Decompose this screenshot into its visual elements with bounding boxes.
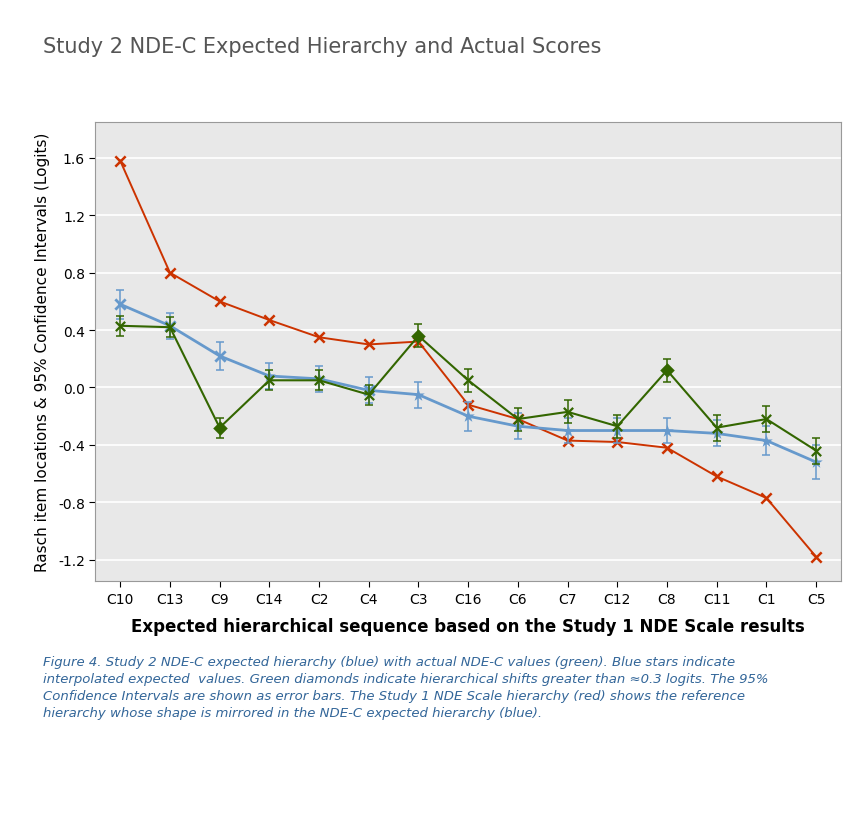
Text: Study 2 NDE-C Expected Hierarchy and Actual Scores: Study 2 NDE-C Expected Hierarchy and Act… — [43, 37, 602, 57]
Point — [809, 550, 823, 563]
Point — [759, 434, 773, 447]
Point — [759, 413, 773, 426]
Point — [710, 470, 724, 483]
Point — [610, 436, 624, 449]
Point — [312, 374, 326, 387]
Point — [511, 413, 525, 426]
Point — [362, 384, 375, 397]
Point — [610, 420, 624, 433]
Point — [412, 336, 426, 349]
Point — [610, 424, 624, 437]
Point — [263, 370, 277, 383]
Point — [561, 405, 575, 419]
Y-axis label: Rasch item locations & 95% Confidence Intervals (Logits): Rasch item locations & 95% Confidence In… — [35, 133, 49, 572]
Point — [263, 374, 277, 387]
Point — [511, 420, 525, 433]
Point — [163, 321, 177, 334]
Point — [759, 491, 773, 505]
Text: Figure 4. Study 2 NDE-C expected hierarchy (blue) with actual NDE-C values (gree: Figure 4. Study 2 NDE-C expected hierarc… — [43, 655, 769, 719]
Point — [660, 441, 674, 455]
Point — [362, 338, 375, 351]
Point — [114, 155, 127, 168]
Point — [660, 364, 674, 378]
Point — [412, 388, 426, 401]
Point — [660, 424, 674, 437]
Point — [412, 330, 426, 343]
Point — [312, 373, 326, 386]
Point — [212, 350, 226, 363]
Point — [561, 424, 575, 437]
Point — [114, 319, 127, 333]
Point — [163, 267, 177, 280]
Point — [362, 388, 375, 401]
X-axis label: Expected hierarchical sequence based on the Study 1 NDE Scale results: Expected hierarchical sequence based on … — [131, 617, 805, 635]
Point — [461, 399, 475, 412]
Point — [710, 428, 724, 441]
Point — [461, 410, 475, 423]
Point — [212, 296, 226, 309]
Point — [809, 445, 823, 458]
Point — [461, 374, 475, 387]
Point — [561, 434, 575, 447]
Point — [809, 456, 823, 469]
Point — [263, 314, 277, 327]
Point — [114, 298, 127, 311]
Point — [212, 422, 226, 435]
Point — [710, 422, 724, 435]
Point — [511, 413, 525, 426]
Point — [163, 319, 177, 333]
Point — [312, 331, 326, 344]
